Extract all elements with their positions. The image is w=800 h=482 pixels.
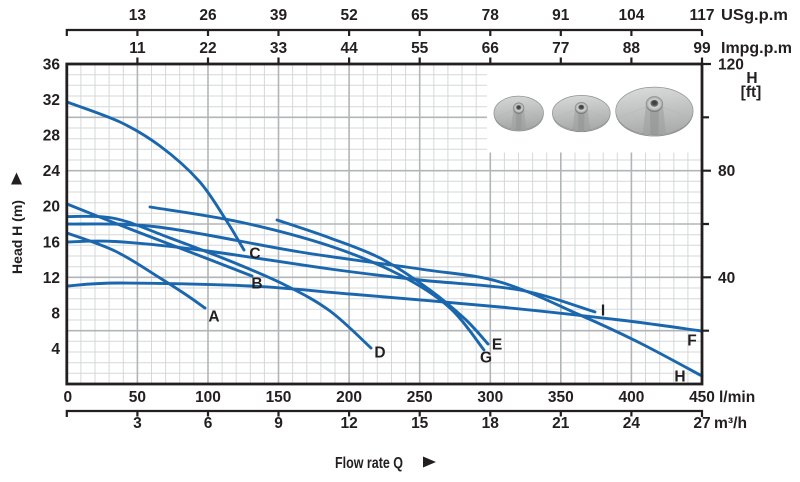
svg-text:G: G bbox=[480, 350, 492, 367]
svg-text:52: 52 bbox=[340, 7, 357, 24]
svg-text:H: H bbox=[674, 369, 685, 386]
svg-text:20: 20 bbox=[43, 199, 60, 216]
svg-text:88: 88 bbox=[623, 40, 641, 57]
svg-text:27: 27 bbox=[693, 415, 710, 432]
svg-text:6: 6 bbox=[204, 415, 213, 432]
svg-text:44: 44 bbox=[340, 40, 358, 57]
svg-text:A: A bbox=[208, 309, 219, 326]
svg-text:350: 350 bbox=[548, 389, 574, 406]
svg-text:40: 40 bbox=[718, 270, 735, 287]
svg-text:55: 55 bbox=[411, 40, 429, 57]
svg-text:104: 104 bbox=[618, 7, 644, 24]
svg-text:21: 21 bbox=[552, 415, 570, 432]
svg-text:D: D bbox=[374, 345, 385, 362]
svg-text:12: 12 bbox=[43, 270, 60, 287]
svg-text:I: I bbox=[601, 303, 605, 320]
svg-text:36: 36 bbox=[43, 57, 61, 74]
svg-text:C: C bbox=[249, 246, 260, 263]
svg-text:9: 9 bbox=[274, 415, 283, 432]
svg-text:16: 16 bbox=[43, 234, 61, 251]
svg-text:28: 28 bbox=[43, 128, 61, 145]
svg-text:8: 8 bbox=[51, 305, 60, 322]
svg-text:117: 117 bbox=[689, 7, 714, 24]
svg-text:15: 15 bbox=[411, 415, 429, 432]
svg-text:77: 77 bbox=[552, 40, 569, 57]
svg-text:22: 22 bbox=[199, 40, 216, 57]
svg-text:F: F bbox=[687, 333, 696, 350]
svg-text:E: E bbox=[492, 337, 502, 354]
svg-text:32: 32 bbox=[43, 92, 60, 109]
svg-text:66: 66 bbox=[482, 40, 500, 57]
svg-text:B: B bbox=[251, 276, 262, 293]
svg-text:100: 100 bbox=[195, 389, 221, 406]
svg-text:99: 99 bbox=[693, 40, 711, 57]
svg-text:400: 400 bbox=[618, 389, 644, 406]
svg-text:39: 39 bbox=[270, 7, 288, 24]
svg-text:4: 4 bbox=[51, 341, 60, 358]
svg-text:50: 50 bbox=[129, 389, 146, 406]
svg-text:24: 24 bbox=[623, 415, 641, 432]
svg-text:[ft]: [ft] bbox=[741, 84, 762, 101]
svg-text:13: 13 bbox=[129, 7, 147, 24]
svg-text:300: 300 bbox=[477, 389, 503, 406]
svg-text:65: 65 bbox=[411, 7, 429, 24]
svg-text:Flow rate Q: Flow rate Q bbox=[335, 455, 403, 472]
svg-text:3: 3 bbox=[133, 415, 142, 432]
svg-text:Head H (m): Head H (m) bbox=[9, 200, 25, 274]
svg-text:200: 200 bbox=[336, 389, 362, 406]
svg-text:USg.p.m: USg.p.m bbox=[721, 7, 788, 24]
svg-text:18: 18 bbox=[482, 415, 500, 432]
svg-text:l/min: l/min bbox=[719, 389, 755, 406]
svg-text:H: H bbox=[746, 70, 757, 87]
svg-text:0: 0 bbox=[63, 389, 72, 406]
svg-text:12: 12 bbox=[340, 415, 357, 432]
svg-text:m³/h: m³/h bbox=[714, 415, 747, 432]
svg-text:250: 250 bbox=[407, 389, 433, 406]
svg-text:91: 91 bbox=[552, 7, 570, 24]
svg-text:78: 78 bbox=[482, 7, 500, 24]
svg-text:24: 24 bbox=[43, 163, 61, 180]
svg-text:150: 150 bbox=[266, 389, 292, 406]
svg-text:120: 120 bbox=[718, 57, 744, 74]
svg-text:33: 33 bbox=[270, 40, 288, 57]
svg-text:26: 26 bbox=[199, 7, 217, 24]
svg-text:80: 80 bbox=[718, 163, 735, 180]
svg-text:Impg.p.m: Impg.p.m bbox=[721, 40, 792, 57]
svg-text:450: 450 bbox=[689, 389, 715, 406]
svg-text:11: 11 bbox=[129, 40, 146, 57]
